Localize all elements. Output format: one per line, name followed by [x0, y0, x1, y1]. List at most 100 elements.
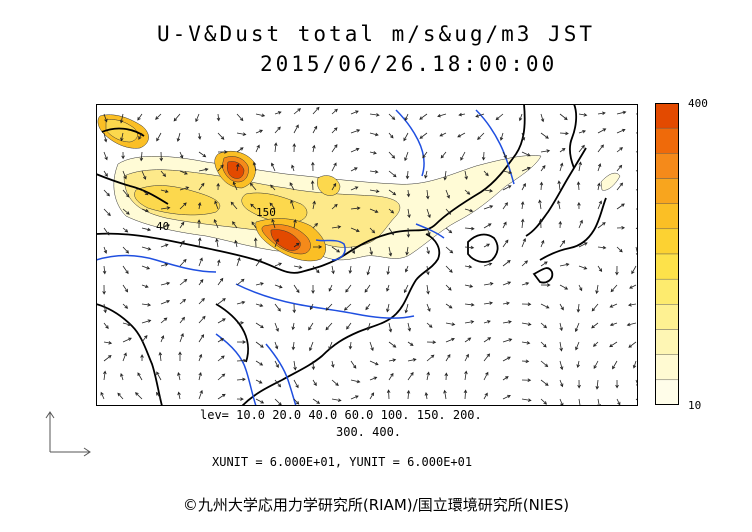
wind-arrow [348, 265, 353, 274]
wind-arrow [426, 371, 430, 381]
wind-arrow [615, 379, 619, 389]
wind-arrow [198, 297, 205, 305]
wind-arrow [232, 221, 238, 229]
wind-arrow [495, 113, 504, 121]
wind-arrow [483, 371, 489, 381]
wind-arrow [236, 113, 244, 122]
wind-arrow [119, 113, 124, 124]
legend-color-box [655, 103, 679, 129]
wind-arrow [540, 379, 549, 386]
wind-arrow [274, 398, 282, 406]
wind-arrow [312, 106, 320, 115]
wind-arrow [407, 341, 414, 346]
wind-arrow [477, 132, 485, 140]
wind-arrow [103, 151, 108, 161]
wind-arrow [230, 201, 238, 210]
wind-arrow [103, 113, 108, 123]
wind-arrow [404, 265, 409, 273]
wind-arrow [502, 259, 511, 267]
wind-arrow [103, 341, 113, 345]
wind-arrow [464, 337, 472, 343]
legend-color-box [655, 127, 679, 154]
wind-arrow [251, 221, 257, 229]
wind-arrow [388, 358, 397, 362]
wind-arrow [350, 110, 359, 115]
wind-arrow [424, 392, 429, 400]
wind-arrow [122, 170, 127, 180]
wind-arrow [437, 113, 447, 118]
wind-arrow [440, 151, 447, 159]
wind-arrow [179, 298, 187, 305]
wind-arrow [574, 322, 580, 333]
wind-arrow [464, 170, 468, 180]
wind-arrow [122, 284, 129, 293]
wind-arrow [274, 238, 279, 248]
wind-arrow [445, 337, 455, 343]
wind-arrow [160, 206, 171, 210]
wind-arrow [255, 113, 266, 118]
wind-arrow [540, 283, 551, 287]
wind-arrow [103, 132, 108, 143]
wind-arrow [612, 360, 618, 370]
wind-arrow [217, 355, 225, 362]
wind-arrow [345, 284, 352, 293]
wind-arrow [160, 299, 171, 305]
wind-arrow [439, 132, 447, 137]
wind-arrow [538, 218, 543, 229]
wind-arrow [366, 265, 371, 276]
wind-arrow [103, 303, 107, 314]
wind-arrow [350, 186, 359, 191]
wind-arrow [559, 398, 564, 406]
wind-arrow [559, 322, 563, 332]
wind-arrow [406, 389, 411, 400]
wind-arrow [255, 322, 264, 329]
wind-arrow [155, 113, 162, 120]
wind-arrow [628, 303, 637, 307]
wind-arrow [236, 377, 246, 382]
wind-arrow [575, 341, 580, 351]
wind-arrow [328, 341, 333, 351]
wind-arrow [331, 162, 337, 172]
wind-arrow [122, 303, 129, 309]
wind-arrow [236, 300, 246, 305]
wind-arrow [197, 219, 201, 229]
wind-arrow [197, 237, 202, 248]
wind-arrow [253, 237, 258, 248]
wind-arrow [331, 379, 339, 386]
wind-arrow [178, 351, 182, 362]
wind-arrow [274, 360, 279, 368]
wind-arrow [179, 221, 185, 229]
wind-arrow [293, 219, 297, 229]
wind-arrow [578, 144, 585, 153]
wind-arrow [483, 189, 493, 193]
wind-arrow [308, 341, 314, 352]
wind-arrow [386, 303, 390, 313]
wind-arrow [331, 246, 341, 253]
legend-color-box [655, 228, 679, 255]
wind-arrow [122, 322, 132, 327]
wind-arrow [592, 341, 599, 347]
wind-arrow [405, 170, 410, 180]
wind-arrow [331, 144, 338, 153]
wind-arrow [616, 226, 626, 230]
wind-arrow [179, 202, 187, 210]
wind-arrow [255, 282, 264, 286]
unit-info: XUNIT = 6.000E+01, YUNIT = 6.000E+01 [212, 455, 473, 469]
wind-arrow [616, 398, 621, 406]
wind-arrow [270, 162, 276, 172]
wind-arrow [369, 170, 379, 174]
wind-arrow [236, 147, 244, 153]
wind-arrow [483, 301, 494, 305]
wind-arrow [458, 112, 466, 117]
chart-title-line2: 2015/06/26.18:00:00 [260, 52, 558, 76]
axes-indicator [45, 411, 91, 457]
wind-arrow [559, 379, 564, 388]
wind-arrow [350, 147, 360, 153]
wind-arrow [309, 303, 314, 311]
wind-arrow [350, 246, 355, 254]
wind-arrow [350, 395, 359, 400]
wind-arrow [117, 392, 124, 400]
wind-arrow [236, 358, 247, 363]
wind-arrow [122, 337, 132, 343]
wind-arrow [156, 371, 162, 381]
